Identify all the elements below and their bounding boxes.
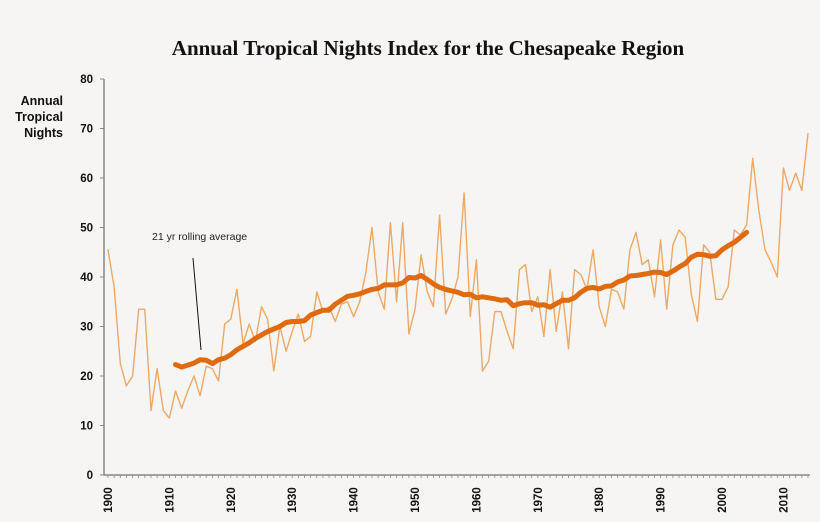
y-tick-label: 0: [87, 470, 93, 482]
x-tick-label: 2010: [778, 487, 790, 513]
x-tick-label: 2000: [717, 487, 729, 513]
y-tick-label: 70: [80, 124, 93, 136]
x-tick-label: 1980: [594, 487, 606, 513]
y-tick-label: 10: [80, 421, 93, 433]
annotation-leader-line: [192, 257, 202, 351]
rolling-average-line: [173, 229, 750, 370]
x-tick-label: 1940: [349, 487, 361, 513]
x-tick-label: 1910: [164, 487, 176, 513]
x-tick-label: 1990: [656, 487, 668, 513]
y-tick-label: 20: [80, 371, 93, 383]
x-tick-label: 1950: [410, 487, 422, 513]
y-tick-label: 30: [80, 322, 93, 334]
y-axis-label: Annual Tropical Nights: [15, 94, 63, 140]
y-tick-label: 40: [80, 272, 93, 284]
annotation-label: 21 yr rolling average: [152, 231, 247, 243]
chart-title: Annual Tropical Nights Index for the Che…: [171, 36, 685, 60]
y-tick-label: 80: [80, 74, 93, 86]
x-tick-label: 1960: [471, 487, 483, 513]
x-tick-label: 1970: [533, 487, 545, 513]
annual-series-line: [107, 132, 809, 419]
x-tick-label: 1930: [287, 487, 299, 513]
x-tick-label: 1920: [226, 487, 238, 513]
x-tick-label: 1900: [103, 487, 115, 513]
y-tick-label: 50: [80, 223, 93, 235]
y-tick-label: 60: [80, 173, 93, 185]
